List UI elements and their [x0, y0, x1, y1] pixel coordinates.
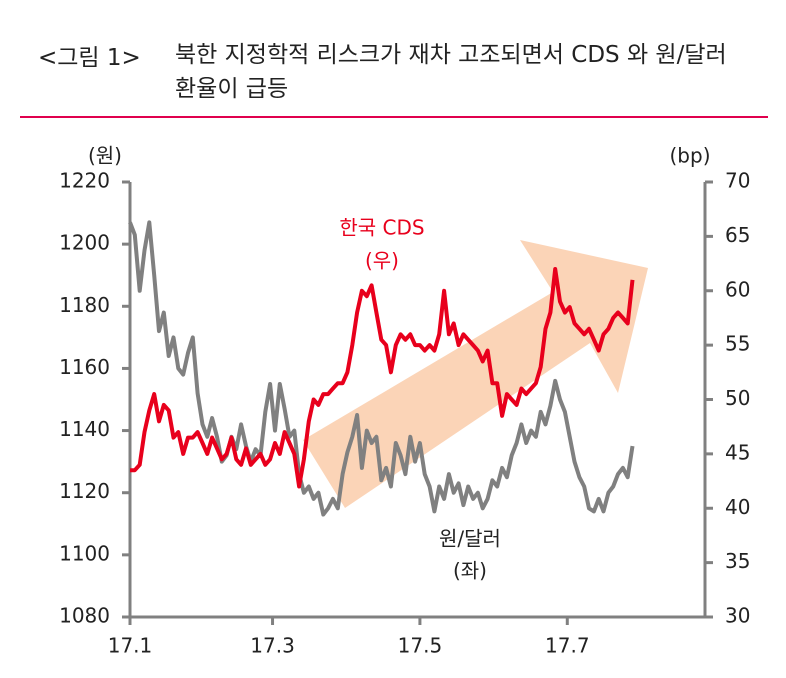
- series-label: 원/달러: [439, 527, 501, 551]
- y-tick-label: 1200: [59, 231, 110, 255]
- y2-axis-label: (bp): [670, 144, 711, 168]
- x-tick-label: 17.5: [398, 634, 443, 658]
- x-tick-label: 17.1: [108, 634, 153, 658]
- y-tick-label: 1160: [59, 355, 110, 379]
- annotation: (우): [365, 249, 399, 273]
- y-tick-label: 1120: [59, 479, 110, 503]
- trend-arrow: [303, 240, 648, 508]
- y-axis-label: (원): [88, 144, 122, 168]
- y-tick-label: 1100: [59, 541, 110, 565]
- y2-tick-label: 50: [725, 386, 750, 410]
- y2-tick-label: 55: [725, 332, 750, 356]
- series-line: [128, 220, 635, 517]
- x-tick-label: 17.3: [250, 634, 295, 658]
- y2-tick-label: 40: [725, 495, 750, 519]
- y2-tick-label: 60: [725, 277, 750, 301]
- y2-tick-label: 70: [725, 169, 750, 193]
- title-rule: [20, 116, 768, 118]
- series-label: 한국 CDS: [339, 216, 424, 240]
- y-tick-label: 1220: [59, 169, 110, 193]
- y-tick-label: 1080: [59, 604, 110, 628]
- y-tick-label: 1140: [59, 417, 110, 441]
- figure-label: <그림 1>: [38, 45, 141, 71]
- series-line: [130, 267, 635, 489]
- chart-title: 북한 지정학적 리스크가 재차 고조되면서 CDS 와 원/달러 환율이 급등: [175, 42, 727, 102]
- y2-tick-label: 65: [725, 223, 750, 247]
- y2-tick-label: 30: [725, 604, 750, 628]
- x-tick-label: 17.7: [545, 634, 590, 658]
- y2-tick-label: 35: [725, 549, 750, 573]
- y-tick-label: 1180: [59, 293, 110, 317]
- y2-tick-label: 45: [725, 440, 750, 464]
- annotation: (좌): [453, 559, 487, 583]
